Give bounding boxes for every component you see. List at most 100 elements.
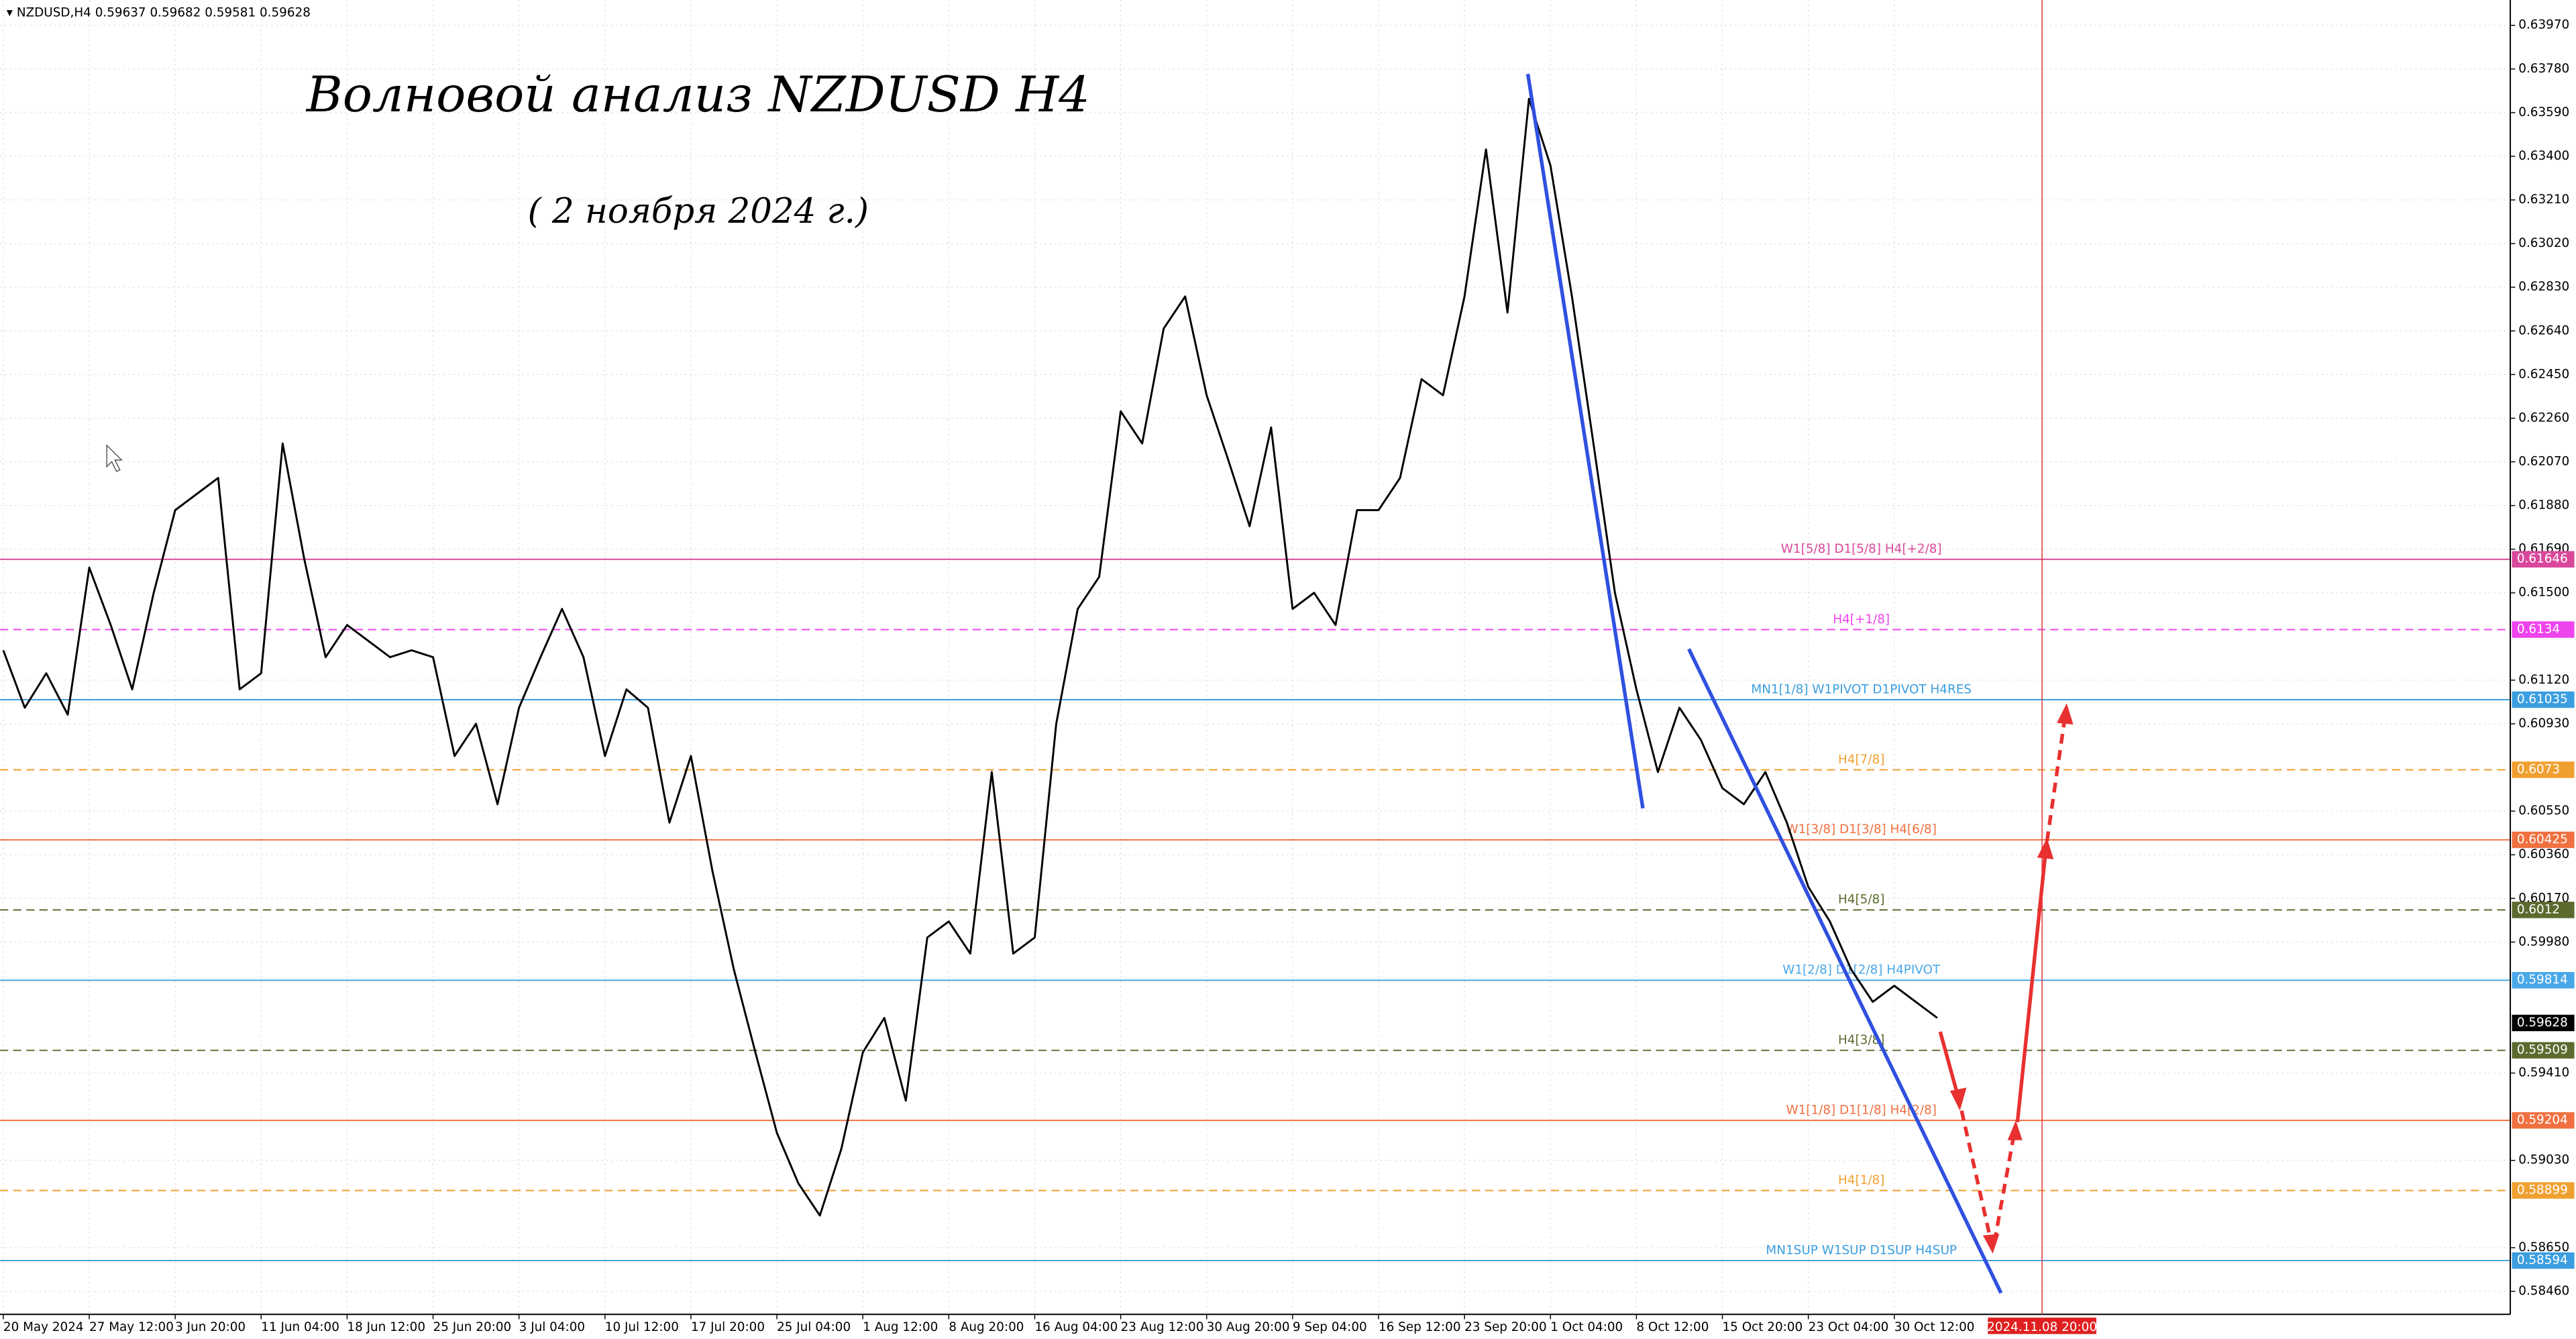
y-tick-label: 0.58460 <box>2518 1284 2569 1298</box>
y-tick-label: 0.59030 <box>2518 1153 2569 1167</box>
price-tag: 0.6073 <box>2517 762 2560 776</box>
ohlc-low: 0.59581 <box>205 6 256 20</box>
chart-title: Волновой анализ NZDUSD H4 <box>305 66 1090 123</box>
x-tick-label: 15 Oct 20:00 <box>1723 1320 1803 1334</box>
x-tick-label: 3 Jun 20:00 <box>175 1320 246 1334</box>
trendline <box>1525 73 1645 809</box>
price-tag: 0.58899 <box>2517 1183 2568 1197</box>
x-tick-label: 27 May 12:00 <box>89 1320 174 1334</box>
level-label: H4[+1/8] <box>1833 612 1890 627</box>
level-label: H4[7/8] <box>1838 753 1884 767</box>
y-tick-label: 0.63020 <box>2518 236 2569 250</box>
header: ▾ NZDUSD,H4 0.59637 0.59682 0.59581 0.59… <box>7 6 311 20</box>
x-tick-label: 30 Aug 20:00 <box>1207 1320 1290 1334</box>
forecast-arrow <box>2045 716 2068 842</box>
y-tick-label: 0.60360 <box>2518 847 2569 861</box>
level-label: H4[3/8] <box>1838 1033 1884 1047</box>
y-tick-label: 0.58650 <box>2518 1240 2569 1254</box>
y-tick-label: 0.59980 <box>2518 934 2569 949</box>
arrowhead <box>2057 703 2074 725</box>
x-tick-label: 23 Aug 12:00 <box>1121 1320 1204 1334</box>
price-line <box>2 97 1938 1217</box>
price-tag: 0.59509 <box>2517 1043 2568 1057</box>
y-tick-label: 0.60170 <box>2518 891 2569 905</box>
price-tag-bg <box>2512 1042 2575 1059</box>
price-tag-bg <box>2512 621 2575 638</box>
x-tick-label: 11 Jun 04:00 <box>261 1320 339 1334</box>
price-tag: 0.60425 <box>2517 833 2568 847</box>
time-cursor-tag <box>1988 1318 2096 1334</box>
price-tag-bg <box>2512 551 2575 568</box>
x-tick-label: 3 Jul 04:00 <box>519 1320 585 1334</box>
time-cursor-label: 2024.11.08 20:00 <box>1987 1320 2097 1334</box>
price-tag-bg <box>2512 1252 2575 1269</box>
arrowhead <box>1949 1087 1967 1111</box>
y-tick-label: 0.60930 <box>2518 716 2569 731</box>
level-label: MN1SUP W1SUP D1SUP H4SUP <box>1766 1243 1957 1257</box>
price-tag-bg <box>2512 1182 2575 1199</box>
price-tag-bg <box>2512 831 2575 849</box>
y-tick-label: 0.63590 <box>2518 105 2569 119</box>
x-tick-label: 23 Sep 20:00 <box>1464 1320 1547 1334</box>
trendline <box>1687 648 2003 1294</box>
chart-subtitle: ( 2 ноября 2024 г.) <box>528 191 869 231</box>
mouse-cursor <box>106 443 123 472</box>
price-tag-bg <box>2512 1014 2575 1032</box>
price-tag: 0.61035 <box>2517 692 2568 706</box>
x-tick-label: 1 Aug 12:00 <box>863 1320 938 1334</box>
forecast-arrow <box>2015 854 2047 1122</box>
arrowhead <box>2007 1120 2023 1140</box>
price-tag: 0.6134 <box>2517 623 2560 637</box>
y-tick-label: 0.60550 <box>2518 804 2569 818</box>
y-tick-label: 0.62640 <box>2518 323 2569 337</box>
level-label: W1[2/8] D1[2/8] H4PIVOT <box>1782 963 1941 977</box>
level-label: W1[5/8] D1[5/8] H4[+2/8] <box>1781 542 1942 556</box>
price-tag: 0.59814 <box>2517 973 2568 987</box>
forecast-arrow <box>1938 1031 1960 1098</box>
x-tick-label: 1 Oct 04:00 <box>1550 1320 1623 1334</box>
x-tick-label: 20 May 2024 <box>3 1320 84 1334</box>
forecast-arrows <box>1938 716 2068 1243</box>
x-tick-label: 8 Aug 20:00 <box>949 1320 1024 1334</box>
price-tag-bg <box>2512 761 2575 778</box>
forecast-arrow <box>1960 1110 1993 1243</box>
price-tag: 0.6012 <box>2517 902 2560 916</box>
level-label: H4[1/8] <box>1838 1173 1884 1187</box>
level-label: W1[3/8] D1[3/8] H4[6/8] <box>1786 822 1936 837</box>
y-tick-label: 0.61500 <box>2518 586 2569 600</box>
price-tag: 0.61646 <box>2517 552 2568 566</box>
x-tick-label: 23 Oct 04:00 <box>1809 1320 1889 1334</box>
price-tag-bg <box>2512 971 2575 989</box>
x-tick-label: 16 Sep 12:00 <box>1379 1320 1461 1334</box>
level-label: W1[1/8] D1[1/8] H4[2/8] <box>1786 1103 1936 1117</box>
symbol: NZDUSD,H4 <box>17 6 91 20</box>
y-tick-label: 0.63970 <box>2518 18 2569 32</box>
ohlc-close: 0.59628 <box>260 6 311 20</box>
x-tick-label: 9 Sep 04:00 <box>1293 1320 1367 1334</box>
x-tick-label: 10 Jul 12:00 <box>605 1320 679 1334</box>
y-tick-label: 0.62830 <box>2518 280 2569 294</box>
y-tick-label: 0.63400 <box>2518 149 2569 163</box>
y-tick-label: 0.62450 <box>2518 367 2569 381</box>
x-tick-label: 8 Oct 12:00 <box>1636 1320 1709 1334</box>
arrowhead <box>2037 838 2054 859</box>
price-tag: 0.59204 <box>2517 1113 2568 1127</box>
price-tag: 0.59628 <box>2517 1016 2568 1030</box>
levels-group: W1[5/8] D1[5/8] H4[+2/8] H4[+1/8] MN1[1/8]… <box>0 542 2511 1262</box>
y-tick-label: 0.61880 <box>2518 498 2569 513</box>
arrowhead <box>1982 1234 2000 1254</box>
y-tick-label: 0.63210 <box>2518 193 2569 207</box>
price-tag-bg <box>2512 691 2575 708</box>
ohlc-open: 0.59637 <box>95 6 146 20</box>
forecast-arrow <box>1992 1133 2017 1242</box>
x-tick-label: 25 Jul 04:00 <box>777 1320 851 1334</box>
x-tick-label: 30 Oct 12:00 <box>1894 1320 1975 1334</box>
x-tick-label: 17 Jul 20:00 <box>691 1320 765 1334</box>
y-tick-label: 0.61120 <box>2518 673 2569 687</box>
arrowheads <box>1949 703 2074 1254</box>
price-tag-bg <box>2512 902 2575 918</box>
y-tick-label: 0.62260 <box>2518 411 2569 425</box>
y-tick-label: 0.59410 <box>2518 1066 2569 1080</box>
